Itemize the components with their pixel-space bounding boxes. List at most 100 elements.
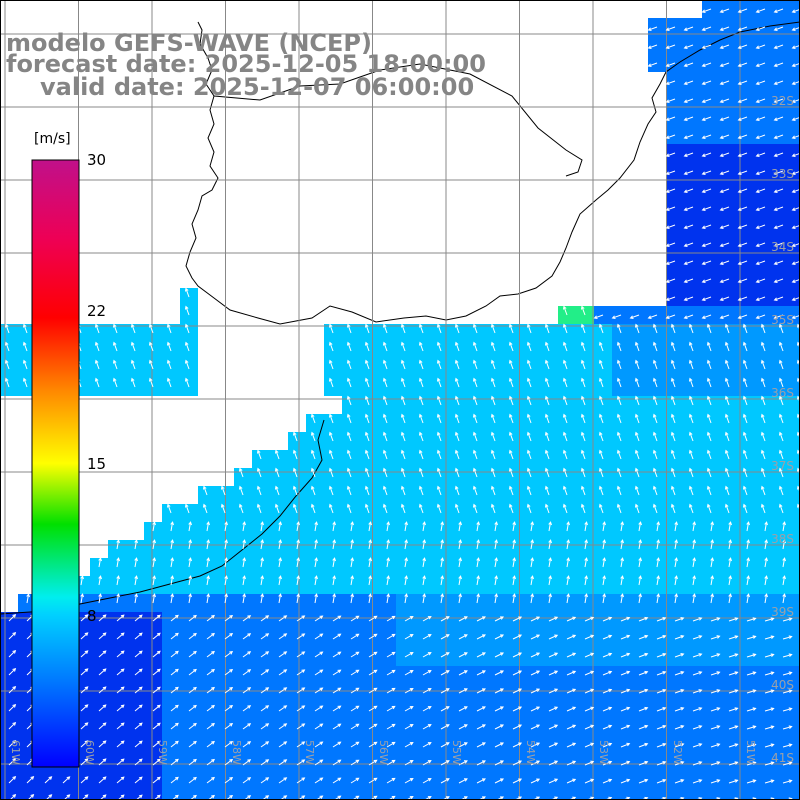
wind-arrow	[134, 776, 143, 784]
wind-arrow-head	[436, 323, 441, 328]
wind-arrow-head	[752, 761, 757, 765]
wind-arrow	[638, 761, 648, 766]
field-cell	[234, 792, 252, 800]
wind-arrow	[98, 668, 107, 676]
wind-arrow-head	[391, 795, 396, 800]
wind-arrow	[764, 653, 774, 658]
wind-arrow-head	[602, 593, 606, 598]
wind-arrow-head	[773, 243, 778, 248]
wind-arrow	[242, 777, 251, 784]
wind-arrow-head	[422, 593, 426, 598]
wind-arrow	[188, 651, 197, 658]
wind-arrow-head	[706, 413, 711, 418]
wind-arrow-head	[773, 153, 778, 158]
wind-arrow	[728, 576, 732, 586]
wind-arrow-head	[337, 759, 342, 764]
wind-arrow	[545, 468, 550, 478]
wind-arrow	[278, 777, 287, 784]
wind-arrow	[368, 522, 372, 532]
wind-arrow-head	[508, 377, 513, 382]
wind-arrow	[422, 522, 426, 532]
wind-arrow-head	[536, 760, 541, 764]
lat-label: 32S	[771, 94, 794, 108]
wind-arrow	[512, 576, 516, 586]
wind-arrow	[404, 742, 414, 748]
wind-arrow-head	[84, 632, 89, 636]
wind-arrow	[98, 740, 107, 748]
wind-arrow	[296, 777, 305, 784]
wind-arrow-head	[719, 27, 724, 32]
wind-arrow	[95, 342, 100, 352]
wind-arrow	[620, 558, 624, 568]
wind-arrow	[756, 44, 766, 49]
wind-arrow	[296, 741, 305, 748]
wind-arrow	[365, 450, 370, 460]
wind-arrow	[243, 795, 251, 800]
wind-arrow-head	[102, 740, 107, 745]
wind-arrow	[656, 653, 666, 658]
wind-arrow-head	[445, 742, 450, 746]
wind-arrow	[473, 432, 478, 442]
wind-arrow-head	[782, 557, 786, 562]
wind-arrow	[494, 724, 504, 730]
wind-arrow	[383, 504, 388, 514]
wind-arrow-head	[791, 81, 796, 86]
field-cell	[792, 198, 800, 216]
wind-arrow-head	[400, 467, 405, 472]
wind-arrow-head	[652, 503, 657, 508]
wind-arrow-head	[409, 616, 414, 620]
wind-arrow-head	[728, 521, 732, 526]
wind-arrow	[725, 396, 730, 406]
wind-arrow	[720, 26, 730, 31]
wind-arrow	[710, 617, 720, 622]
wind-arrow-head	[764, 539, 768, 544]
field-cell	[792, 270, 800, 288]
wind-arrow	[188, 741, 197, 748]
wind-arrow-head	[458, 539, 462, 544]
wind-arrow	[728, 635, 738, 640]
wind-arrow-head	[404, 521, 408, 526]
wind-arrow-head	[422, 539, 426, 544]
wind-arrow-head	[608, 778, 613, 783]
wind-arrow-head	[436, 503, 441, 508]
wind-arrow	[494, 634, 504, 640]
wind-arrow-head	[526, 431, 531, 436]
wind-arrow	[509, 324, 514, 334]
wind-arrow-head	[683, 171, 688, 176]
wind-arrow	[671, 414, 676, 424]
wind-arrow-head	[518, 634, 523, 638]
wind-arrow-head	[440, 539, 444, 544]
wind-arrow-head	[238, 503, 243, 508]
wind-arrow-head	[174, 740, 179, 745]
wind-arrow	[512, 522, 516, 532]
field-cell	[270, 792, 288, 800]
field-cell	[792, 576, 800, 594]
wind-arrow-head	[716, 779, 721, 783]
wind-arrow-head	[120, 794, 125, 799]
wind-arrow-head	[634, 467, 639, 472]
wind-arrow-head	[710, 521, 714, 526]
wind-arrow-head	[719, 171, 724, 176]
wind-arrow-head	[472, 377, 477, 382]
wind-arrow	[149, 342, 154, 352]
wind-arrow	[95, 324, 100, 334]
wind-arrow	[296, 522, 300, 532]
wind-arrow	[720, 206, 730, 211]
wind-arrow-head	[211, 722, 215, 727]
wind-arrow-head	[752, 653, 757, 657]
wind-arrow-head	[536, 688, 541, 692]
wind-arrow-head	[746, 539, 750, 544]
wind-arrow	[116, 722, 125, 730]
wind-arrow	[725, 342, 730, 352]
wind-arrow	[440, 760, 450, 766]
lon-label: 52W	[670, 740, 684, 765]
lon-label: 53W	[597, 740, 610, 765]
wind-arrow-head	[701, 9, 706, 14]
wind-arrow-head	[683, 315, 688, 320]
wind-arrow-head	[404, 557, 408, 562]
wind-arrow-head	[701, 117, 706, 122]
wind-arrow	[761, 396, 766, 406]
wind-arrow	[620, 576, 624, 586]
wind-arrow-head	[188, 557, 192, 562]
wind-arrow-head	[500, 634, 504, 638]
